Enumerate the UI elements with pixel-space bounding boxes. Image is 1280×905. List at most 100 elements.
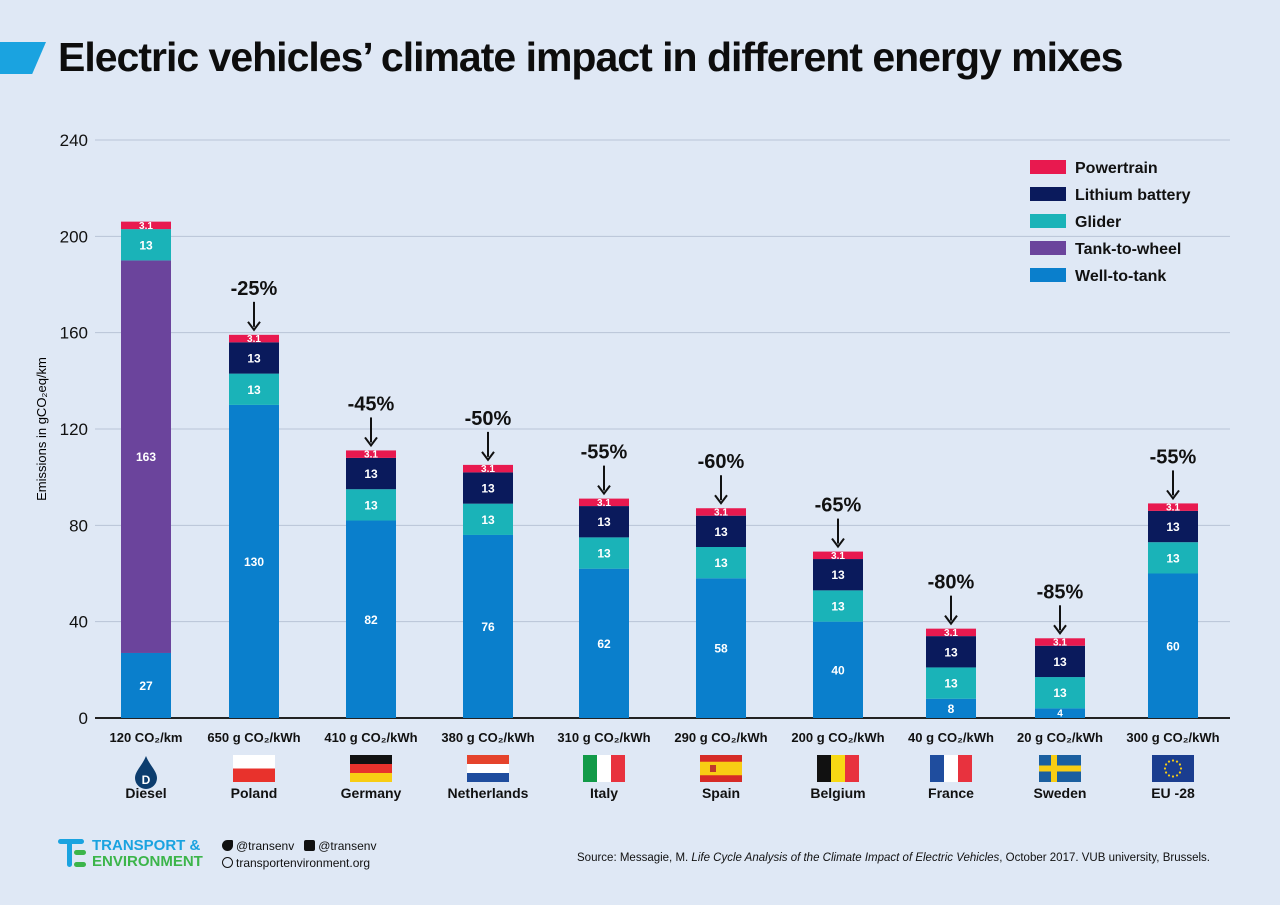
bar-segment-well-to-tank	[579, 568, 629, 718]
bar-segment-lithium-battery	[696, 515, 746, 548]
data-label: 3.1	[247, 334, 261, 345]
category-sublabel: 310 g CO₂/kWh	[557, 730, 650, 745]
data-label: 13	[481, 482, 495, 496]
flag-sweden-icon	[1039, 755, 1081, 782]
legend-swatch	[1030, 214, 1066, 228]
source-title: Life Cycle Analysis of the Climate Impac…	[691, 852, 1000, 864]
category-sublabel: 290 g CO₂/kWh	[674, 730, 767, 745]
source-suffix: , October 2017. VUB university, Brussels…	[999, 852, 1210, 864]
bar-segment-powertrain	[346, 450, 396, 458]
y-tick-label: 240	[60, 131, 88, 150]
source-note: Source: Messagie, M. Life Cycle Analysis…	[577, 852, 1210, 864]
bar-segment-lithium-battery	[926, 636, 976, 668]
category-sublabel: 20 g CO₂/kWh	[1017, 730, 1103, 745]
chart-title: Electric vehicles’ climate impact in dif…	[58, 34, 1123, 80]
data-label: 13	[481, 513, 495, 527]
flag-netherlands-icon	[467, 755, 509, 782]
bar-segment-powertrain	[121, 221, 171, 230]
bar-segment-powertrain	[696, 508, 746, 516]
facebook-icon	[304, 840, 316, 851]
globe-icon	[222, 857, 233, 868]
data-label: 13	[1053, 655, 1067, 669]
flag-belgium-icon	[817, 755, 859, 782]
category-label: Netherlands	[448, 785, 529, 801]
category-label: Italy	[590, 785, 618, 801]
te-logo: TRANSPORT & ENVIRONMENT	[58, 838, 203, 870]
bar-segment-powertrain	[813, 551, 863, 560]
arrow-head-icon	[714, 494, 728, 505]
bar-segment-glider	[579, 537, 629, 569]
bar-segment-powertrain	[1035, 638, 1085, 646]
y-tick-label: 120	[60, 420, 88, 439]
flag-poland-icon	[233, 755, 275, 782]
facebook-handle[interactable]: @transenv	[318, 839, 377, 853]
category-sublabel: 120 CO₂/km	[110, 730, 183, 745]
category-sublabel: 200 g CO₂/kWh	[791, 730, 884, 745]
category-sublabel: 380 g CO₂/kWh	[441, 730, 534, 745]
diesel-drop-icon: D	[135, 756, 157, 789]
y-axis-label: Emissions in gCO₂eq/km	[34, 357, 49, 501]
data-label: 13	[944, 645, 958, 659]
data-label: 4	[1057, 709, 1063, 720]
arrow-head-icon	[1053, 624, 1067, 635]
reduction-label: -80%	[928, 572, 975, 594]
y-tick-label: 40	[69, 613, 88, 632]
data-label: 3.1	[1053, 638, 1067, 649]
bar-segment-glider	[346, 489, 396, 521]
data-label: 13	[831, 600, 845, 614]
legend-swatch	[1030, 268, 1066, 282]
bar-segment-well-to-tank	[813, 621, 863, 718]
data-label: 60	[1166, 639, 1180, 653]
reduction-label: -55%	[1150, 446, 1197, 468]
data-label: 13	[1166, 520, 1180, 534]
legend-label: Powertrain	[1075, 160, 1158, 177]
y-tick-label: 160	[60, 324, 88, 343]
bar-segment-powertrain	[229, 334, 279, 343]
category-label: Spain	[702, 785, 740, 801]
bar-segment-well-to-tank	[696, 578, 746, 718]
category-label: Poland	[231, 785, 278, 801]
data-label: 3.1	[481, 464, 495, 475]
data-label: 3.1	[714, 507, 728, 518]
data-label: 163	[136, 450, 156, 464]
data-label: 76	[481, 620, 495, 634]
data-label: 13	[597, 515, 611, 529]
data-label: 3.1	[597, 498, 611, 509]
logo-line2: ENVIRONMENT	[92, 853, 203, 870]
arrow-head-icon	[481, 451, 495, 462]
bar-segment-well-to-tank	[1035, 708, 1085, 718]
reduction-label: -85%	[1037, 581, 1084, 603]
category-sublabel: 300 g CO₂/kWh	[1126, 730, 1219, 745]
data-label: 13	[247, 383, 261, 397]
data-label: 3.1	[364, 450, 378, 461]
bar-segment-glider	[463, 503, 513, 535]
bar-segment-lithium-battery	[463, 472, 513, 504]
source-prefix: Source: Messagie, M.	[577, 852, 692, 864]
data-label: 13	[831, 568, 845, 582]
bar-segment-lithium-battery	[346, 457, 396, 490]
social-links: @transenv @transenv transportenvironment…	[222, 838, 376, 872]
data-label: 13	[139, 238, 153, 252]
category-label: Diesel	[125, 785, 166, 801]
website-link[interactable]: transportenvironment.org	[236, 856, 371, 870]
reduction-label: -65%	[815, 495, 862, 517]
flag-spain-icon	[700, 755, 742, 782]
data-label: 62	[597, 637, 611, 651]
data-label: 3.1	[1166, 503, 1180, 514]
bar-segment-glider	[1035, 677, 1085, 709]
bar-segment-powertrain	[463, 464, 513, 473]
bar-segment-powertrain	[926, 628, 976, 637]
svg-text:D: D	[142, 773, 151, 787]
legend-label: Tank-to-wheel	[1075, 241, 1181, 258]
legend-label: Glider	[1075, 214, 1121, 231]
y-tick-label: 0	[79, 709, 88, 728]
data-label: 130	[244, 555, 264, 569]
data-label: 13	[364, 467, 378, 481]
logo-line1: TRANSPORT &	[92, 837, 201, 854]
bar-segment-powertrain	[1148, 503, 1198, 511]
twitter-handle[interactable]: @transenv	[236, 839, 295, 853]
bar-segment-lithium-battery	[813, 559, 863, 591]
data-label: 13	[714, 525, 728, 539]
y-tick-label: 80	[69, 516, 88, 535]
flag-italy-icon	[583, 755, 625, 782]
